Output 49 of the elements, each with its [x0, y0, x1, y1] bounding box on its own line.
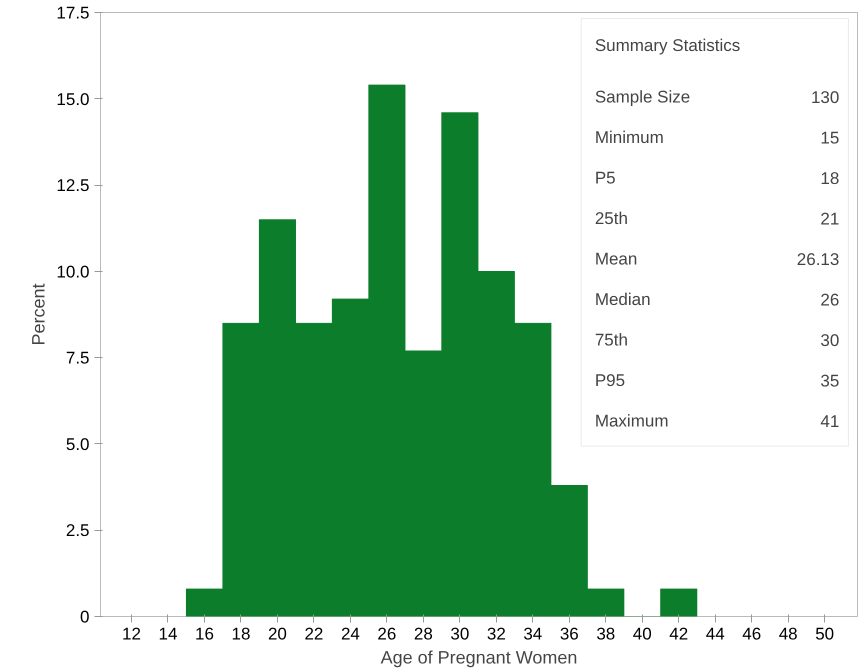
x-tick-label: 46 [742, 624, 762, 644]
y-tick-label: 7.5 [66, 348, 90, 368]
x-tick-label: 16 [195, 624, 214, 644]
annotation: 25th [594, 208, 628, 228]
annotation: 35 [820, 371, 840, 390]
y-tick-label: 5.0 [66, 434, 90, 454]
y-tick-label: 15.0 [56, 90, 90, 109]
annotation: 15 [820, 128, 840, 148]
annotation: Summary Statistics [594, 36, 740, 56]
x-tick-label: 26 [377, 624, 396, 644]
annotation: P5 [594, 168, 616, 188]
x-tick-label: 36 [560, 624, 579, 644]
y-tick-label: 2.5 [66, 521, 90, 540]
annotation: 21 [820, 209, 840, 228]
y-tick-label: 12.5 [56, 176, 90, 196]
annotation: 130 [810, 88, 840, 108]
x-tick-label: 32 [486, 624, 506, 644]
y-tick-label: 17.5 [56, 4, 90, 22]
annotation: 75th [594, 330, 628, 350]
annotation: Sample Size [594, 88, 690, 107]
x-tick-label: 34 [523, 624, 542, 644]
x-tick-label: 14 [158, 624, 178, 644]
y-tick-label: 10.0 [56, 262, 90, 282]
annotation: Median [594, 290, 651, 309]
annotation: 41 [820, 412, 840, 431]
annotation: Mean [594, 249, 638, 268]
x-tick-label: 50 [815, 624, 834, 644]
x-tick-label: 22 [304, 624, 324, 644]
annotation: 26.13 [796, 250, 840, 269]
annotation: Maximum [594, 411, 668, 430]
x-tick-label: 48 [778, 624, 798, 644]
x-tick-label: 12 [122, 624, 141, 644]
annotation: 26 [820, 290, 840, 310]
x-axis-title: Age of Pregnant Women [380, 648, 578, 668]
annotation: 30 [820, 330, 840, 350]
x-tick-label: 24 [340, 624, 360, 644]
y-tick-label: 0 [80, 608, 90, 626]
x-tick-label: 42 [669, 624, 688, 644]
x-tick-label: 20 [268, 624, 287, 644]
annotation: Minimum [594, 128, 664, 148]
x-tick-label: 44 [706, 624, 725, 644]
x-tick-label: 40 [632, 624, 652, 644]
x-tick-label: 38 [596, 624, 616, 644]
annotation: P95 [594, 370, 626, 390]
x-tick-label: 30 [450, 624, 470, 644]
y-axis-title: Percent [28, 283, 48, 346]
x-tick-label: 18 [232, 624, 250, 644]
annotation: 18 [820, 168, 840, 188]
x-tick-label: 28 [414, 624, 433, 644]
